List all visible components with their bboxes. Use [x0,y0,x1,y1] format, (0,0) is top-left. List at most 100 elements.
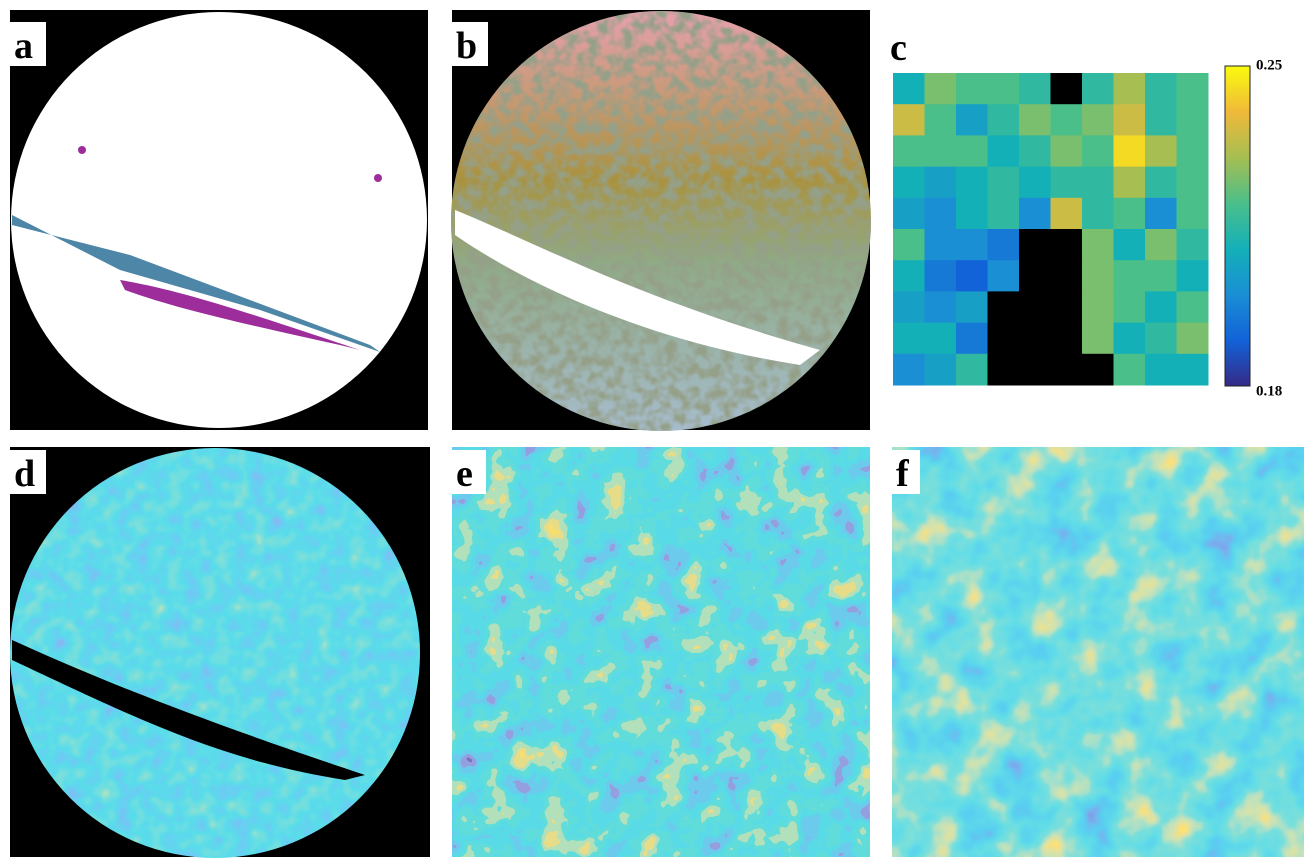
heat-cell [925,198,957,230]
heat-cell [1177,323,1209,355]
empty-cell [1019,260,1051,292]
heat-cell [1019,104,1051,136]
heat-cell [925,354,957,386]
heat-cell [956,323,988,355]
heat-cell [1051,104,1083,136]
heat-cell [1177,73,1209,105]
heat-cell [956,198,988,230]
heat-cell [893,323,925,355]
empty-cell [1019,354,1051,386]
panel-label: e [456,453,473,495]
heat-cell [1177,260,1209,292]
empty-cell [988,291,1020,323]
heat-cell [988,260,1020,292]
heat-cell [893,104,925,136]
heat-cell [1019,167,1051,199]
empty-cell [1051,354,1083,386]
empty-cell [1082,354,1114,386]
heat-cell [1177,354,1209,386]
heat-cell [988,229,1020,261]
heat-cell [1019,198,1051,230]
heat-cell [956,260,988,292]
heat-cell [1051,135,1083,167]
heat-cell [1114,354,1146,386]
heat-cell [1177,291,1209,323]
heat-cell [1177,135,1209,167]
panel-e [452,447,870,857]
empty-cell [1019,229,1051,261]
heat-cell [1082,323,1114,355]
heat-cell [1082,229,1114,261]
heat-cell [956,167,988,199]
heat-cell [1114,198,1146,230]
heat-cell [925,291,957,323]
heat-cell [893,291,925,323]
heat-cell [1082,104,1114,136]
heat-cell [1177,104,1209,136]
heat-cell [1177,167,1209,199]
colorbar-tick-label: 0.18 [1256,383,1282,399]
heat-cell [956,229,988,261]
panel-f [892,447,1304,857]
empty-cell [988,323,1020,355]
heat-cell [893,354,925,386]
heat-cell [1145,323,1177,355]
panel-label: a [14,25,33,67]
panel-label: c [890,27,907,69]
heat-cell [1082,260,1114,292]
heat-cell [1051,198,1083,230]
heat-cell [893,73,925,105]
heat-cell [1114,260,1146,292]
heat-cell [956,135,988,167]
heat-cell [1145,229,1177,261]
figure: 0.250.18 a b c d e f [0,0,1304,861]
heat-cell [1082,167,1114,199]
heat-cell [1114,135,1146,167]
heat-cell [1145,354,1177,386]
empty-cell [1051,73,1083,105]
empty-cell [1019,323,1051,355]
heat-cell [925,167,957,199]
heat-cell [893,198,925,230]
heat-cell [956,354,988,386]
heat-cell [1145,73,1177,105]
heat-cell [988,198,1020,230]
heat-cell [1177,198,1209,230]
empty-cell [1051,260,1083,292]
heat-cell [1145,167,1177,199]
heat-cell [1114,323,1146,355]
heat-cell [1082,73,1114,105]
heat-cell [925,104,957,136]
heat-cell [1114,73,1146,105]
heat-cell [1082,291,1114,323]
panel-label: b [456,25,477,67]
heat-cell [925,73,957,105]
heat-cell [1114,167,1146,199]
heat-cell [893,229,925,261]
heat-cell [1051,167,1083,199]
heat-cell [925,323,957,355]
heat-cell [988,167,1020,199]
empty-cell [1051,323,1083,355]
heat-cell [1145,198,1177,230]
heat-cell [956,104,988,136]
heat-cell [1177,229,1209,261]
panel-a [10,10,428,430]
empty-cell [988,354,1020,386]
heatmap: 0.25 0.18 [893,57,1282,399]
heat-cell [893,260,925,292]
empty-cell [1051,229,1083,261]
empty-cell [1019,291,1051,323]
heat-cell [925,260,957,292]
colorbar-tick-label: 0.25 [1256,57,1282,73]
heat-cell [1114,104,1146,136]
heat-cell [956,291,988,323]
heat-cell [1114,229,1146,261]
heat-cell [1145,291,1177,323]
heat-cell [925,135,957,167]
heat-cell [988,73,1020,105]
heat-cell [893,167,925,199]
heat-cell [1019,73,1051,105]
heat-cell [1082,198,1114,230]
heat-cell [1114,291,1146,323]
